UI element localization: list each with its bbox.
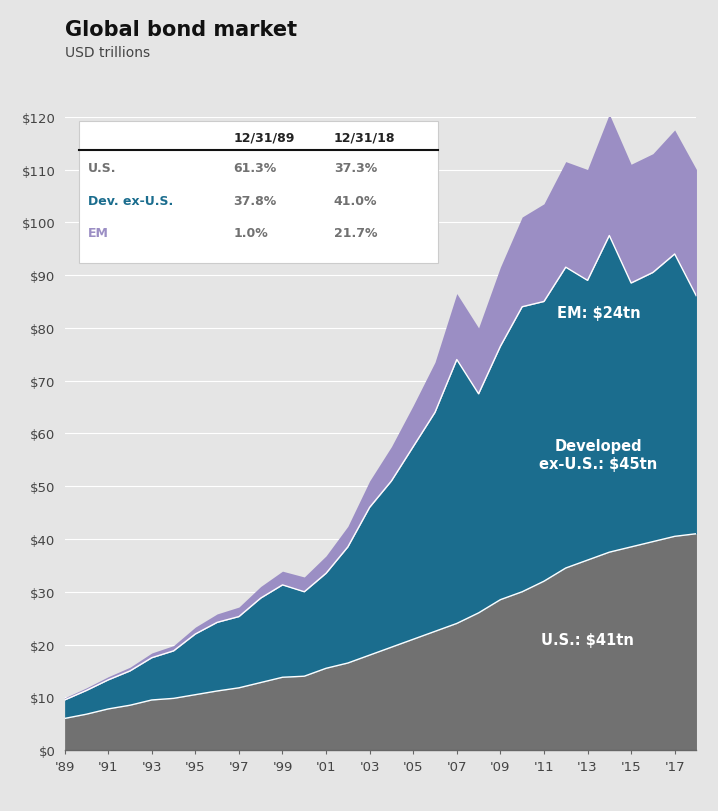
Text: EM: EM [88,227,108,240]
Text: U.S.: $41tn: U.S.: $41tn [541,632,634,647]
Text: 21.7%: 21.7% [334,227,378,240]
Text: 37.3%: 37.3% [334,162,377,175]
Text: 1.0%: 1.0% [233,227,268,240]
Text: U.S.: U.S. [88,162,116,175]
Text: 37.8%: 37.8% [233,195,276,208]
Text: 41.0%: 41.0% [334,195,378,208]
Text: EM: $24tn: EM: $24tn [556,305,640,320]
Text: Developed
ex-U.S.: $45tn: Developed ex-U.S.: $45tn [539,439,658,471]
Text: Dev. ex-U.S.: Dev. ex-U.S. [88,195,173,208]
Text: 12/31/89: 12/31/89 [233,131,294,144]
Text: 61.3%: 61.3% [233,162,276,175]
Text: Global bond market: Global bond market [65,20,297,41]
Text: USD trillions: USD trillions [65,46,150,60]
Text: 12/31/18: 12/31/18 [334,131,396,144]
